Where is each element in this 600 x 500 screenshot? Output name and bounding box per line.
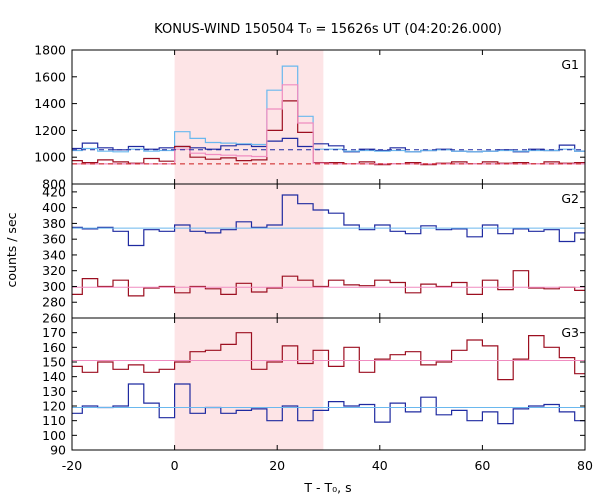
series-g1-2 [72,100,585,166]
y-tick-label: 260 [42,311,66,326]
y-tick-label: 1800 [34,43,66,58]
x-axis-label: T - T₀, s [303,480,351,495]
y-tick-label: 130 [42,384,66,399]
y-tick-label: 120 [42,399,66,414]
y-tick-label: 90 [50,443,66,458]
y-tick-label: 1000 [34,150,66,165]
y-tick-label: 150 [42,355,66,370]
y-axis-label: counts / sec [4,212,19,287]
highlight-band [174,50,324,450]
series-g2-1 [72,270,585,297]
panel-label-g1: G1 [561,57,579,72]
x-tick-label: 20 [269,458,285,473]
y-tick-label: 140 [42,369,66,384]
y-tick-label: 380 [42,216,66,231]
y-tick-label: 1400 [34,96,66,111]
panel-label-g3: G3 [561,325,579,340]
y-tick-label: 160 [42,340,66,355]
y-tick-label: 360 [42,232,66,247]
series-g3-0 [72,332,585,381]
chart-title: KONUS-WIND 150504 T₀ = 15626s UT (04:20:… [154,22,502,37]
x-tick-label: 80 [577,458,593,473]
plot-area: G180010001200140016001800G22602803003203… [34,43,593,474]
series-g1-1 [72,65,585,153]
y-tick-label: 170 [42,325,66,340]
y-tick-label: 800 [42,177,66,192]
panel-frame-g3 [71,317,586,451]
y-tick-label: 400 [42,200,66,215]
series-g2-0 [72,194,585,247]
y-tick-label: 280 [42,295,66,310]
panel-label-g2: G2 [561,191,579,206]
y-tick-label: 420 [42,184,66,199]
y-tick-label: 100 [42,428,66,443]
series-g3-1 [72,383,585,425]
y-tick-label: 340 [42,247,66,262]
y-tick-label: 110 [42,413,66,428]
x-tick-label: 60 [474,458,490,473]
panel-frame-g2 [71,183,586,319]
x-tick-label: 40 [372,458,388,473]
x-tick-label: -20 [62,458,82,473]
y-tick-label: 300 [42,279,66,294]
y-tick-label: 1200 [34,123,66,138]
y-tick-label: 1600 [34,69,66,84]
series-g1-3 [72,84,585,165]
x-tick-label: 0 [171,458,179,473]
y-tick-label: 320 [42,263,66,278]
